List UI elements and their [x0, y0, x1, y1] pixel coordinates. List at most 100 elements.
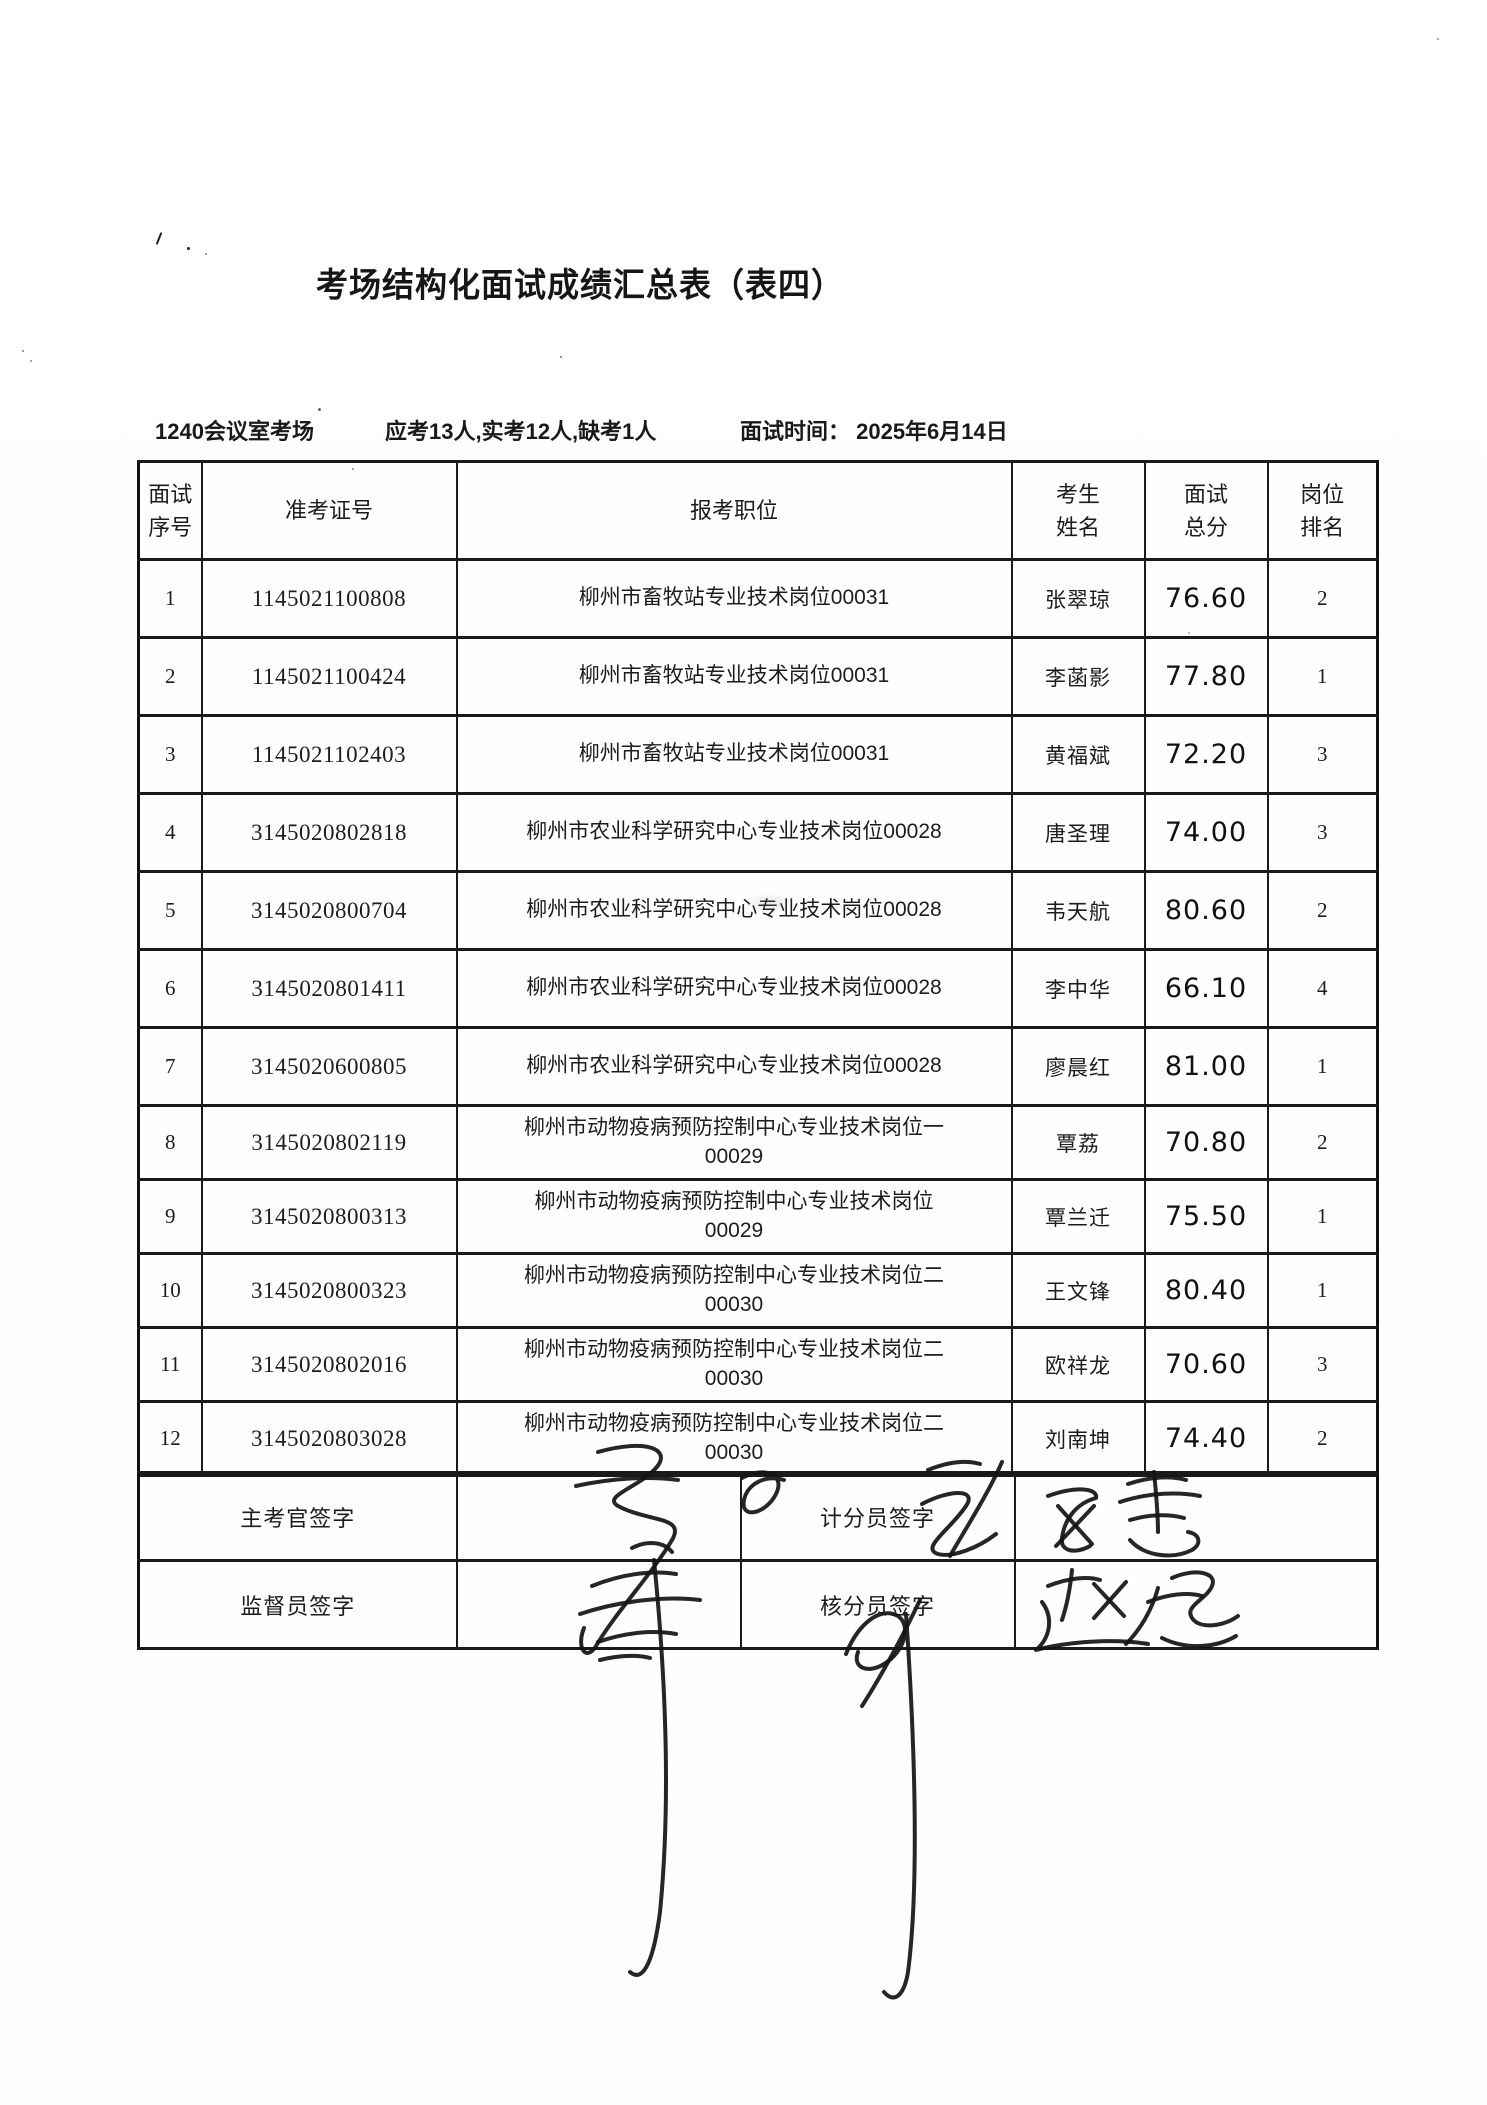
- cell-score: 66.10: [1143, 948, 1269, 1029]
- cell-position: 柳州市动物疫病预防控制中心专业技术岗位二 00030: [455, 1400, 1013, 1477]
- col-header-rank: 岗位 排名: [1266, 460, 1379, 561]
- table-row: 4 3145020802818 柳州市农业科学研究中心专业技术岗位00028 唐…: [137, 792, 1379, 873]
- cell-seq: 12: [137, 1400, 203, 1477]
- cell-seq: 11: [137, 1326, 203, 1403]
- cell-name: 欧祥龙: [1010, 1326, 1146, 1403]
- cell-ticket: 1145021100808: [200, 558, 458, 639]
- cell-rank: 2: [1266, 1104, 1379, 1181]
- cell-name: 覃兰迁: [1010, 1178, 1146, 1255]
- cell-seq: 9: [137, 1178, 203, 1255]
- cell-rank: 1: [1266, 1178, 1379, 1255]
- table-row: 3 1145021102403 柳州市畜牧站专业技术岗位00031 黄福斌 72…: [137, 714, 1379, 795]
- table-row: 1 1145021100808 柳州市畜牧站专业技术岗位00031 张翠琼 76…: [137, 558, 1379, 639]
- cell-position: 柳州市畜牧站专业技术岗位00031: [455, 714, 1013, 795]
- cell-score: 74.40: [1143, 1400, 1269, 1477]
- cell-seq: 10: [137, 1252, 203, 1329]
- cell-name: 黄福斌: [1010, 714, 1146, 795]
- cell-rank: 3: [1266, 1326, 1379, 1403]
- cell-seq: 2: [137, 636, 203, 717]
- interview-time: 面试时间： 2025年6月14日: [740, 419, 1008, 444]
- cell-seq: 8: [137, 1104, 203, 1181]
- cell-rank: 4: [1266, 948, 1379, 1029]
- cell-position: 柳州市农业科学研究中心专业技术岗位00028: [455, 792, 1013, 873]
- scan-speck: [1437, 38, 1439, 40]
- chief-examiner-label: 主考官签字: [137, 1471, 458, 1562]
- cell-ticket: 3145020801411: [200, 948, 458, 1029]
- venue-label: 1240会议室考场: [155, 419, 314, 444]
- cell-ticket: 3145020802016: [200, 1326, 458, 1403]
- cell-ticket: 3145020803028: [200, 1400, 458, 1477]
- cell-rank: 2: [1266, 870, 1379, 951]
- scan-speck: [30, 360, 32, 362]
- cell-position: 柳州市动物疫病预防控制中心专业技术岗位一 00029: [455, 1104, 1013, 1181]
- cell-seq: 5: [137, 870, 203, 951]
- attendance-summary: 应考13人,实考12人,缺考1人: [385, 419, 657, 444]
- cell-seq: 7: [137, 1026, 203, 1107]
- cell-seq: 6: [137, 948, 203, 1029]
- cell-position: 柳州市畜牧站专业技术岗位00031: [455, 636, 1013, 717]
- cell-position: 柳州市农业科学研究中心专业技术岗位00028: [455, 1026, 1013, 1107]
- checker-signature-cell: [1013, 1559, 1379, 1650]
- cell-name: 李中华: [1010, 948, 1146, 1029]
- scan-speck: [22, 350, 24, 352]
- scan-speck: [155, 232, 163, 245]
- cell-score: 70.80: [1143, 1104, 1269, 1181]
- supervisor-signature-cell: [455, 1559, 742, 1650]
- cell-score: 80.40: [1143, 1252, 1269, 1329]
- scan-speck: [187, 247, 190, 250]
- cell-score: 74.00: [1143, 792, 1269, 873]
- cell-rank: 3: [1266, 714, 1379, 795]
- col-header-name: 考生 姓名: [1010, 460, 1146, 561]
- cell-ticket: 1145021102403: [200, 714, 458, 795]
- supervisor-label: 监督员签字: [137, 1559, 458, 1650]
- cell-position: 柳州市动物疫病预防控制中心专业技术岗位二 00030: [455, 1326, 1013, 1403]
- cell-score: 70.60: [1143, 1326, 1269, 1403]
- cell-rank: 1: [1266, 1252, 1379, 1329]
- cell-seq: 4: [137, 792, 203, 873]
- scan-speck: [318, 408, 321, 411]
- table-row: 8 3145020802119 柳州市动物疫病预防控制中心专业技术岗位一 000…: [137, 1104, 1379, 1181]
- scan-speck: [1188, 632, 1190, 634]
- cell-position: 柳州市农业科学研究中心专业技术岗位00028: [455, 948, 1013, 1029]
- cell-name: 李菡影: [1010, 636, 1146, 717]
- score-summary-table: 面试 序号 准考证号 报考职位 考生 姓名 面试 总分 岗位 排名 1 1145…: [137, 460, 1379, 1477]
- table-row: 11 3145020802016 柳州市动物疫病预防控制中心专业技术岗位二 00…: [137, 1326, 1379, 1403]
- cell-score: 80.60: [1143, 870, 1269, 951]
- cell-score: 81.00: [1143, 1026, 1269, 1107]
- scan-speck: [560, 356, 562, 358]
- col-header-seq: 面试 序号: [137, 460, 203, 561]
- cell-seq: 3: [137, 714, 203, 795]
- cell-ticket: 1145021100424: [200, 636, 458, 717]
- cell-position: 柳州市农业科学研究中心专业技术岗位00028: [455, 870, 1013, 951]
- cell-name: 张翠琼: [1010, 558, 1146, 639]
- cell-seq: 1: [137, 558, 203, 639]
- cell-ticket: 3145020800323: [200, 1252, 458, 1329]
- scan-speck: [205, 253, 207, 255]
- scorer-label: 计分员签字: [739, 1471, 1016, 1562]
- cell-score: 72.20: [1143, 714, 1269, 795]
- checker-label: 核分员签字: [739, 1559, 1016, 1650]
- col-header-score: 面试 总分: [1143, 460, 1269, 561]
- cell-position: 柳州市动物疫病预防控制中心专业技术岗位 00029: [455, 1178, 1013, 1255]
- col-header-position: 报考职位: [455, 460, 1013, 561]
- page-title: 考场结构化面试成绩汇总表（表四）: [315, 266, 844, 304]
- scorer-signature-cell: [1013, 1471, 1379, 1562]
- cell-ticket: 3145020600805: [200, 1026, 458, 1107]
- cell-name: 唐圣理: [1010, 792, 1146, 873]
- signature-row: 监督员签字 核分员签字: [137, 1559, 1379, 1650]
- table-row: 2 1145021100424 柳州市畜牧站专业技术岗位00031 李菡影 77…: [137, 636, 1379, 717]
- cell-ticket: 3145020802818: [200, 792, 458, 873]
- chief-examiner-signature-cell: [455, 1471, 742, 1562]
- cell-ticket: 3145020802119: [200, 1104, 458, 1181]
- signature-row: 主考官签字 计分员签字: [137, 1471, 1379, 1562]
- cell-rank: 2: [1266, 1400, 1379, 1477]
- cell-name: 廖晨红: [1010, 1026, 1146, 1107]
- cell-name: 韦天航: [1010, 870, 1146, 951]
- table-row: 6 3145020801411 柳州市农业科学研究中心专业技术岗位00028 李…: [137, 948, 1379, 1029]
- cell-rank: 3: [1266, 792, 1379, 873]
- cell-score: 76.60: [1143, 558, 1269, 639]
- table-row: 12 3145020803028 柳州市动物疫病预防控制中心专业技术岗位二 00…: [137, 1400, 1379, 1477]
- cell-ticket: 3145020800313: [200, 1178, 458, 1255]
- cell-rank: 2: [1266, 558, 1379, 639]
- scan-speck: [352, 468, 354, 470]
